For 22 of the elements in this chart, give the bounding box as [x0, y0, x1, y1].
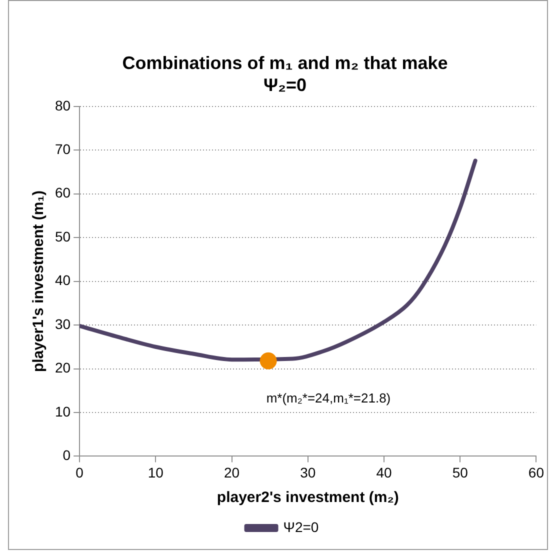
x-axis-title: player2's investment (m₂) [216, 489, 399, 506]
annotation: m*(m₂*=24,m₁*=21.8) [266, 390, 391, 406]
legend-label: Ψ2=0 [283, 518, 319, 535]
x-tick-label: 20 [224, 464, 240, 480]
x-tick-label: 30 [300, 464, 316, 480]
chart-title: Combinations of m₁ and m₂ that make Ψ₂=0 [121, 52, 449, 96]
x-tick-label: 60 [528, 464, 544, 480]
x-tick-label: 0 [76, 464, 84, 480]
y-axis-title: player1's investment (m₁) [30, 190, 48, 372]
y-tick-label: 50 [54, 228, 71, 244]
y-tick-label: 80 [54, 97, 71, 114]
y-tick-label: 70 [54, 140, 71, 157]
x-tick-label: 10 [148, 464, 164, 480]
y-tick-label: 10 [54, 403, 71, 420]
y-tick-label: 30 [54, 316, 71, 332]
x-tick-label: 40 [376, 464, 392, 480]
y-tick-label: 20 [54, 360, 71, 376]
y-tick-label: 0 [62, 447, 71, 464]
y-tick-label: 60 [54, 184, 71, 201]
x-tick-label: 50 [452, 464, 468, 480]
y-tick-label: 40 [54, 272, 71, 288]
line-series [80, 158, 478, 362]
